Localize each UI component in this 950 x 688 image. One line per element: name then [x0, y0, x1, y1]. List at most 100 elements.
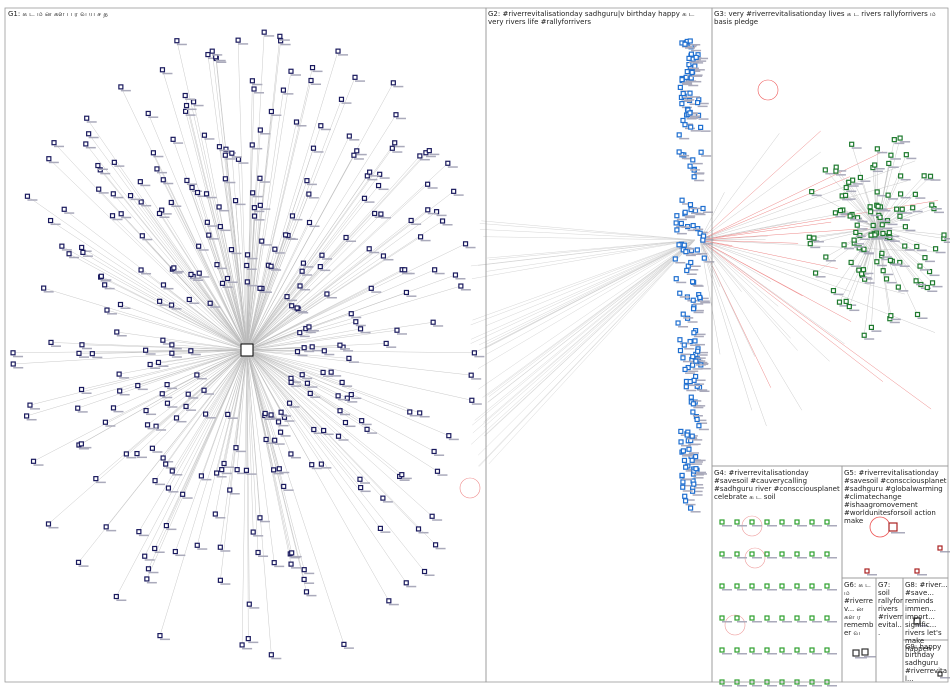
node	[235, 156, 242, 162]
node-label	[688, 452, 699, 454]
node-label	[835, 174, 846, 176]
edge	[471, 239, 696, 445]
edge	[146, 349, 248, 580]
node	[680, 479, 686, 485]
node	[144, 576, 150, 582]
node	[30, 458, 37, 464]
node-label	[682, 83, 693, 86]
node	[372, 210, 378, 217]
edge	[175, 349, 248, 552]
node-label	[690, 443, 701, 446]
node-label	[351, 316, 362, 319]
group-box	[902, 639, 949, 683]
node	[688, 51, 695, 57]
edge	[246, 285, 301, 351]
node-label	[851, 265, 862, 267]
edge	[246, 155, 420, 351]
edge	[487, 239, 696, 259]
node	[468, 372, 474, 378]
node	[83, 141, 89, 147]
node-label	[453, 194, 464, 196]
node-label	[406, 585, 417, 588]
node-label	[173, 270, 184, 273]
node-label	[81, 347, 92, 350]
node-label	[167, 406, 178, 408]
node-label	[883, 273, 894, 276]
node-label	[248, 641, 259, 644]
node	[690, 401, 696, 407]
node-label	[171, 356, 182, 358]
node-label	[85, 146, 96, 149]
node-label	[215, 59, 226, 62]
node-label	[878, 209, 889, 211]
node-label	[418, 531, 429, 534]
node-label	[353, 158, 364, 160]
node-label	[702, 243, 713, 245]
node	[749, 551, 755, 557]
node	[219, 467, 225, 473]
node	[674, 227, 680, 233]
edge	[236, 349, 248, 470]
node-label	[827, 685, 837, 687]
edge	[246, 90, 284, 351]
node-label	[231, 156, 242, 158]
node	[861, 246, 867, 252]
node-label	[78, 447, 89, 450]
node-label	[752, 589, 762, 591]
node-label	[874, 237, 885, 240]
node	[227, 487, 233, 493]
node-label	[300, 288, 311, 291]
edge	[246, 349, 322, 465]
node-label	[171, 205, 182, 207]
node	[686, 446, 692, 452]
edge	[81, 344, 248, 351]
edge	[106, 309, 248, 351]
node-label	[692, 490, 703, 493]
node	[672, 256, 678, 262]
node-label	[685, 372, 696, 374]
node-label	[112, 218, 123, 221]
node	[367, 169, 373, 175]
node-label	[220, 229, 231, 232]
edge	[699, 151, 884, 241]
node-label	[235, 203, 246, 206]
node-label	[812, 557, 822, 559]
node	[858, 271, 865, 277]
node-label	[432, 519, 443, 521]
node	[399, 472, 405, 478]
node	[764, 615, 770, 621]
edge	[485, 239, 696, 345]
node-label	[260, 133, 271, 135]
node-label	[120, 307, 131, 309]
node	[719, 647, 725, 653]
node	[874, 259, 880, 265]
edge	[699, 151, 821, 241]
edge	[197, 349, 248, 546]
node	[408, 217, 414, 224]
edge	[470, 239, 696, 267]
node	[134, 450, 140, 457]
node	[189, 184, 195, 191]
edge	[699, 239, 936, 333]
node	[677, 347, 684, 354]
edge	[470, 239, 696, 340]
node	[914, 243, 920, 250]
node-label	[176, 43, 187, 46]
node	[319, 252, 325, 258]
node	[701, 255, 707, 261]
node-label	[304, 572, 315, 575]
edge	[870, 211, 878, 229]
node-label	[682, 360, 693, 363]
node-label	[291, 555, 302, 558]
node-label	[138, 534, 149, 537]
edge	[846, 187, 878, 229]
self-loop	[459, 477, 481, 499]
node-label	[442, 224, 453, 226]
node-label	[253, 535, 264, 537]
edge	[699, 239, 932, 410]
node	[251, 213, 258, 219]
edge	[471, 239, 696, 279]
node-label	[252, 83, 263, 86]
node-label	[693, 406, 704, 409]
node-label	[688, 117, 699, 119]
